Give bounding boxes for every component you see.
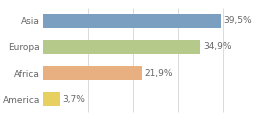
Bar (43, 66, 142, 80)
Bar (43, 14, 221, 28)
Text: 21,9%: 21,9% (144, 69, 173, 78)
Text: 3,7%: 3,7% (62, 95, 85, 104)
Text: 39,5%: 39,5% (224, 16, 252, 25)
Bar (43, 92, 60, 106)
Bar (43, 40, 200, 54)
Text: 34,9%: 34,9% (203, 42, 231, 51)
